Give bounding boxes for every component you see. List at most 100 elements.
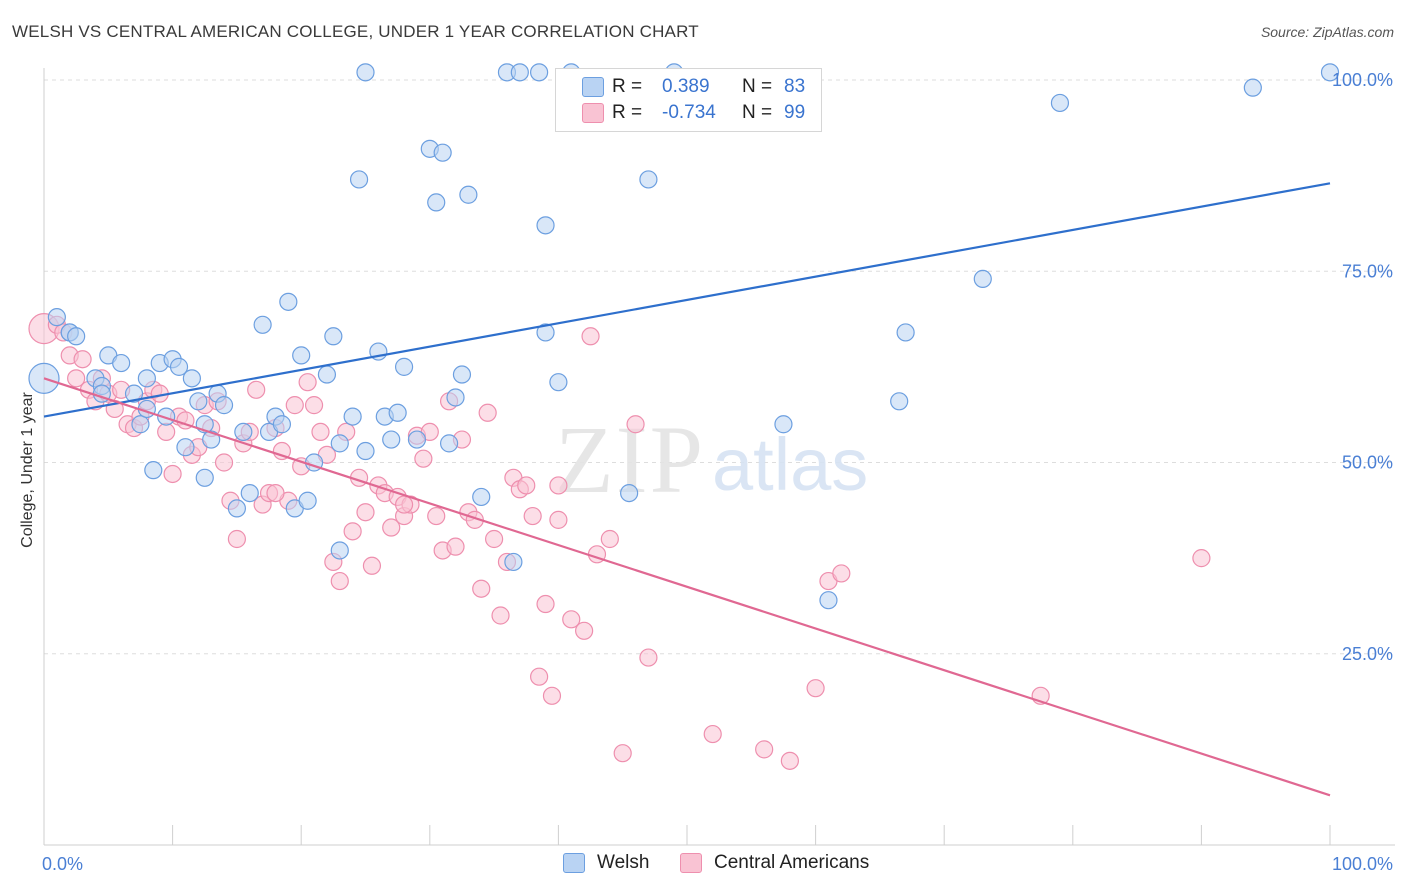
- stats-legend: R = 0.389 N = 83 R = -0.734 N = 99: [555, 68, 822, 132]
- welsh-point: [157, 407, 176, 426]
- welsh-point: [620, 484, 639, 503]
- central-americans-point: [703, 724, 722, 744]
- trend-lines: [43, 182, 1331, 797]
- welsh-point: [131, 415, 150, 434]
- central-americans-point: [163, 464, 182, 484]
- chart-title: WELSH VS CENTRAL AMERICAN COLLEGE, UNDER…: [12, 22, 699, 41]
- welsh-point: [356, 63, 375, 82]
- welsh-point: [504, 552, 523, 572]
- welsh-point: [510, 63, 529, 82]
- central-americans-swatch: [582, 103, 604, 123]
- legend-r-value: 0.389: [662, 76, 710, 97]
- legend-row-central-americans: R = -0.734 N = 99: [582, 101, 824, 125]
- central-americans-points: [28, 313, 1211, 770]
- legend-n-value: 99: [784, 102, 806, 123]
- central-americans-point: [626, 415, 645, 434]
- welsh-point: [112, 353, 131, 373]
- y-axis-label: College, Under 1 year: [19, 392, 36, 548]
- welsh-point: [819, 591, 838, 610]
- central-americans-point: [639, 648, 658, 667]
- central-americans-legend-swatch: [680, 853, 702, 873]
- welsh-point: [536, 323, 555, 342]
- central-americans-point: [266, 484, 285, 503]
- legend-item-welsh[interactable]: Welsh: [563, 852, 649, 874]
- central-americans-point: [523, 506, 542, 526]
- welsh-point: [1050, 93, 1070, 113]
- central-americans-point: [343, 522, 362, 541]
- welsh-point: [639, 170, 658, 189]
- welsh-point: [330, 541, 349, 560]
- central-americans-point: [214, 453, 234, 472]
- central-americans-point: [549, 476, 568, 495]
- welsh-point: [973, 269, 992, 288]
- central-americans-point: [427, 506, 446, 526]
- welsh-point: [774, 415, 793, 434]
- welsh-points: [28, 63, 1340, 610]
- welsh-point: [47, 308, 66, 327]
- welsh-point: [292, 346, 311, 365]
- central-americans-point: [517, 476, 536, 495]
- welsh-point: [202, 430, 221, 449]
- central-americans-point: [600, 529, 619, 549]
- welsh-swatch: [582, 77, 604, 97]
- welsh-trend-line: [43, 182, 1331, 418]
- legend-label-central-americans: Central Americans: [714, 852, 870, 873]
- tick-labels: 25.0% 50.0% 75.0% 100.0% 0.0% 100.0%: [42, 70, 1393, 874]
- central-americans-point: [67, 369, 86, 388]
- legend-r-value: -0.734: [662, 102, 716, 123]
- watermark: ZIP atlas: [555, 406, 868, 513]
- welsh-point: [896, 323, 915, 342]
- welsh-point: [144, 461, 163, 480]
- central-americans-point: [272, 441, 292, 461]
- central-americans-point: [562, 610, 581, 629]
- central-americans-point: [780, 751, 799, 770]
- central-americans-point: [394, 495, 414, 514]
- legend-item-central-americans[interactable]: Central Americans: [680, 852, 869, 874]
- watermark-atlas: atlas: [712, 423, 868, 506]
- central-americans-point: [542, 686, 562, 705]
- central-americans-point: [613, 744, 632, 763]
- central-americans-point: [73, 350, 92, 369]
- central-americans-point: [247, 380, 266, 399]
- welsh-point: [169, 357, 189, 376]
- central-americans-trend-line: [43, 377, 1331, 797]
- welsh-point: [240, 484, 259, 503]
- central-americans-point: [157, 422, 176, 441]
- welsh-point: [124, 384, 144, 403]
- x-tick-label: 100.0%: [1332, 854, 1393, 874]
- central-americans-point: [832, 564, 851, 583]
- central-americans-point: [382, 518, 401, 537]
- legend-row-welsh: R = 0.389 N = 83: [582, 75, 824, 99]
- central-americans-point: [356, 503, 375, 522]
- welsh-point: [530, 63, 549, 82]
- axes: [43, 68, 1395, 846]
- welsh-point: [382, 430, 401, 449]
- central-americans-point: [414, 449, 433, 468]
- welsh-point: [317, 365, 337, 384]
- welsh-point: [234, 422, 253, 441]
- central-americans-point: [446, 537, 465, 556]
- welsh-point: [182, 369, 201, 388]
- welsh-point: [439, 434, 459, 453]
- welsh-point: [67, 327, 86, 346]
- y-tick-label: 75.0%: [1342, 261, 1393, 281]
- welsh-point: [433, 143, 452, 162]
- central-americans-point: [285, 396, 304, 415]
- welsh-point: [137, 369, 156, 388]
- central-americans-point: [1192, 549, 1211, 568]
- central-americans-point: [330, 571, 349, 591]
- welsh-point: [343, 407, 362, 426]
- welsh-point: [324, 327, 343, 346]
- welsh-point: [356, 441, 375, 461]
- legend-n-label: N =: [742, 102, 773, 123]
- legend-r-label: R =: [612, 102, 643, 123]
- central-americans-point: [530, 667, 549, 686]
- welsh-point: [298, 491, 317, 510]
- welsh-point: [189, 392, 208, 411]
- welsh-point: [890, 392, 909, 411]
- welsh-point: [536, 216, 555, 235]
- central-americans-point: [755, 740, 774, 759]
- legend-r-label: R =: [612, 76, 643, 97]
- central-americans-point: [581, 327, 600, 346]
- central-americans-point: [575, 621, 594, 640]
